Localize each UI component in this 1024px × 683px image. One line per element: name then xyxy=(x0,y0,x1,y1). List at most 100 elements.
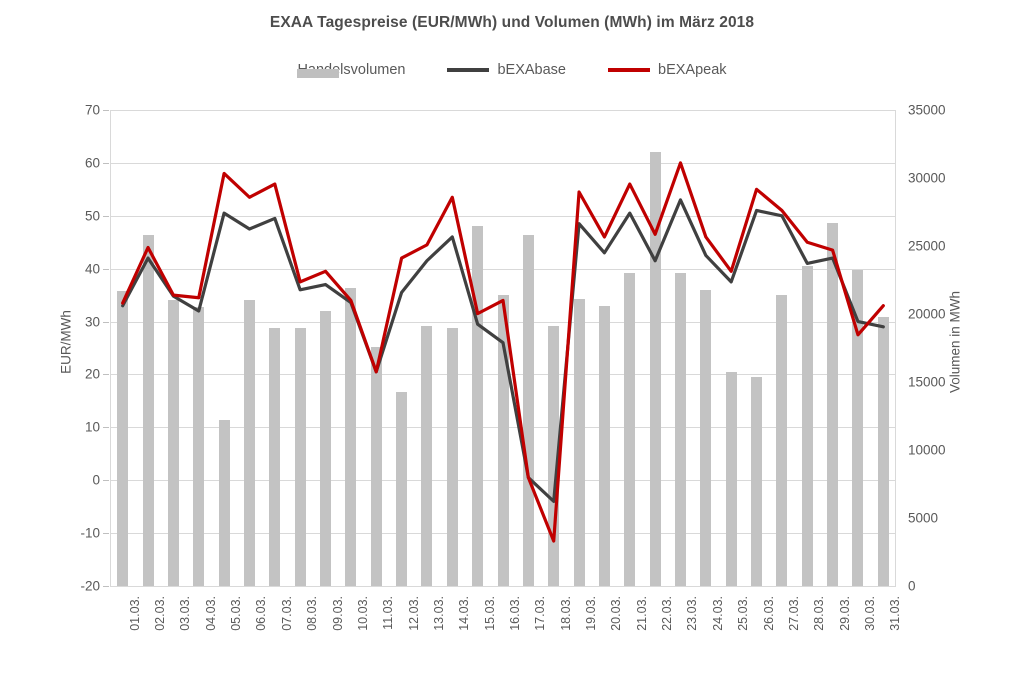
y-tick-mark xyxy=(103,162,109,164)
y-tick-secondary: 20000 xyxy=(908,306,946,322)
x-tick-label: 27.03. xyxy=(786,596,801,631)
chart-legend: Handelsvolumen bEXAbase bEXApeak xyxy=(0,62,1024,78)
bar[interactable] xyxy=(751,376,763,586)
bar[interactable] xyxy=(725,372,737,586)
bar[interactable] xyxy=(446,327,458,586)
x-tick-label: 29.03. xyxy=(837,596,852,631)
x-tick-label: 24.03. xyxy=(710,596,725,631)
y-axis-secondary-line xyxy=(895,110,896,586)
bar[interactable] xyxy=(370,346,382,586)
y-tick-primary: 60 xyxy=(84,155,100,171)
x-tick-label: 04.03. xyxy=(203,596,218,631)
legend-label-bexapeak: bEXApeak xyxy=(658,62,727,78)
bar[interactable] xyxy=(167,300,179,586)
x-axis-labels: 01.03. 02.03. 03.03. 04.03. 05.03. 06.03. 07.0… xyxy=(110,586,903,682)
legend-swatch-line-base-icon xyxy=(447,68,490,72)
y-axis-title-primary: EUR/MWh xyxy=(58,309,74,374)
y-tick-primary: 30 xyxy=(84,314,100,330)
x-tick-label: 22.03. xyxy=(660,596,675,631)
y-tick-primary: -20 xyxy=(80,578,100,594)
x-tick-label: 13.03. xyxy=(431,596,446,631)
y-tick-secondary: 30000 xyxy=(908,170,946,186)
x-tick-label: 02.03. xyxy=(153,596,168,631)
x-tick-label: 31.03. xyxy=(888,596,903,631)
y-tick-mark xyxy=(103,374,109,376)
bar[interactable] xyxy=(573,299,585,586)
x-tick-label: 11.03. xyxy=(381,596,396,630)
bar-series-handelsvolumen xyxy=(110,110,896,586)
x-tick-label: 07.03. xyxy=(279,596,294,631)
bar[interactable] xyxy=(776,294,788,586)
bar[interactable] xyxy=(472,225,484,586)
line-bexapeak xyxy=(121,161,885,543)
y-tick-primary: 40 xyxy=(84,261,100,277)
bar[interactable] xyxy=(320,311,332,586)
x-tick-label: 06.03. xyxy=(254,596,269,631)
x-tick-label: 17.03. xyxy=(533,596,548,631)
y-tick-mark xyxy=(103,586,109,587)
bar[interactable] xyxy=(649,152,661,586)
bar[interactable] xyxy=(345,288,357,586)
line-series-layer xyxy=(110,110,896,586)
bar[interactable] xyxy=(827,222,839,586)
y-tick-mark xyxy=(103,268,109,270)
legend-item-handelsvolumen[interactable]: Handelsvolumen xyxy=(297,62,405,78)
y-tick-mark xyxy=(103,321,109,323)
chart-title: EXAA Tagespreise (EUR/MWh) und Volumen (… xyxy=(269,14,755,31)
x-tick-label: 23.03. xyxy=(685,596,700,631)
legend-swatch-bar-icon xyxy=(297,69,340,78)
bar[interactable] xyxy=(801,266,813,586)
x-tick-label: 08.03. xyxy=(305,596,320,631)
y-tick-primary: 20 xyxy=(84,366,100,382)
bar[interactable] xyxy=(421,326,433,586)
x-tick-label: 19.03. xyxy=(584,596,599,631)
bar[interactable] xyxy=(674,273,686,586)
x-tick-label: 21.03. xyxy=(634,596,649,631)
bar[interactable] xyxy=(877,316,889,586)
x-tick-label: 12.03. xyxy=(406,596,421,631)
x-tick-label: 20.03. xyxy=(609,596,624,631)
x-tick-label: 14.03. xyxy=(457,596,472,631)
y-tick-secondary: 25000 xyxy=(908,238,946,254)
bar[interactable] xyxy=(269,327,281,586)
y-tick-secondary: 5000 xyxy=(908,510,939,526)
legend-item-bexabase[interactable]: bEXAbase xyxy=(447,62,566,78)
y-tick-secondary: 15000 xyxy=(908,374,946,390)
x-tick-label: 16.03. xyxy=(508,596,522,631)
bar[interactable] xyxy=(396,391,408,586)
x-tick-label: 01.03. xyxy=(127,596,142,631)
y-tick-primary: 50 xyxy=(84,208,100,224)
gridline xyxy=(110,110,896,111)
bar[interactable] xyxy=(548,326,560,586)
y-tick-primary: 10 xyxy=(84,419,100,435)
y-tick-secondary: 0 xyxy=(908,578,916,594)
bar[interactable] xyxy=(193,307,205,586)
bar[interactable] xyxy=(142,235,154,586)
x-tick-label: 25.03. xyxy=(736,596,751,631)
bar[interactable] xyxy=(598,305,610,586)
y-tick-mark xyxy=(103,533,109,535)
x-tick-label: 28.03. xyxy=(812,596,827,631)
legend-label-bexabase: bEXAbase xyxy=(497,62,566,78)
bar[interactable] xyxy=(497,294,509,586)
gridline xyxy=(110,268,896,270)
y-tick-mark xyxy=(103,215,109,217)
plot-area: 70 60 50 40 30 20 10 0 -10 -20 35000 30000 25000 200… xyxy=(80,103,945,631)
bar[interactable] xyxy=(522,235,534,586)
bar[interactable] xyxy=(117,290,129,586)
bar[interactable] xyxy=(218,420,230,586)
bar[interactable] xyxy=(624,273,636,586)
x-tick-label: 18.03. xyxy=(558,596,573,631)
legend-item-bexapeak[interactable]: bEXApeak xyxy=(608,62,727,78)
y-tick-primary: -10 xyxy=(80,525,100,541)
x-tick-label: 30.03. xyxy=(862,596,877,631)
x-tick-label: 09.03. xyxy=(330,596,345,631)
bar[interactable] xyxy=(243,300,255,586)
bar[interactable] xyxy=(852,270,864,586)
bar[interactable] xyxy=(700,289,712,586)
bar[interactable] xyxy=(294,327,306,586)
x-tick-label: 26.03. xyxy=(761,596,776,631)
y-tick-primary: 0 xyxy=(92,472,100,488)
y-tick-mark xyxy=(103,110,109,111)
